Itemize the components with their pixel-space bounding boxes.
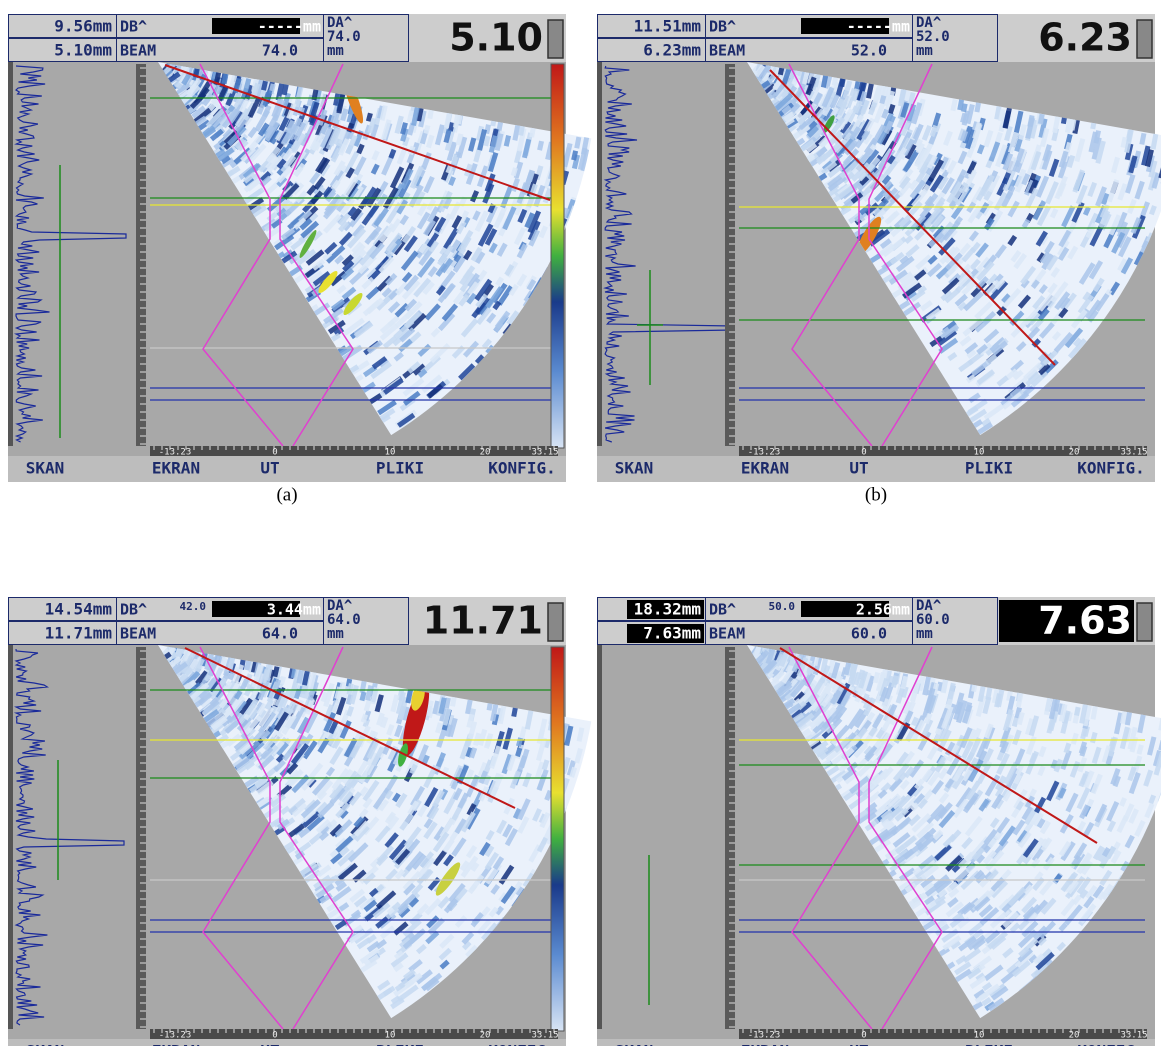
- readout-depth: 11.51mm: [634, 17, 702, 36]
- color-bar: [551, 64, 564, 448]
- echo-cell: [567, 805, 580, 827]
- db-label: DB^: [120, 18, 147, 36]
- beam-angle: 60.0: [851, 625, 887, 643]
- main-value: 5.10: [449, 16, 543, 60]
- da-unit: mm: [916, 626, 933, 642]
- color-bar: [551, 647, 564, 1031]
- screen-panel: 11.51mm6.23mmDB^-----mmBEAM52.0DA^52.0mm…: [597, 14, 1161, 505]
- echo-cell: [1156, 812, 1161, 825]
- db-label: DB^: [120, 601, 147, 619]
- menu-bar: [8, 1039, 566, 1046]
- left-edge: [8, 62, 13, 446]
- battery-icon: [548, 603, 563, 641]
- screen-panel: 9.56mm5.10mmDB^-----mmBEAM74.0DA^74.0mm5…: [8, 14, 591, 505]
- menu-item[interactable]: UT: [260, 459, 279, 478]
- menu-item[interactable]: UT: [260, 1042, 279, 1046]
- depth-ruler: [725, 647, 735, 1029]
- beam-angle: 74.0: [262, 42, 298, 60]
- gate-width: 3.44mm: [267, 601, 321, 619]
- readout-depth: 18.32mm: [634, 600, 702, 619]
- menu-item[interactable]: EKRAN: [152, 1042, 200, 1046]
- menu-item[interactable]: PLIKI: [376, 1042, 424, 1046]
- beam-angle: 52.0: [851, 42, 887, 60]
- gate-level: 42.0: [180, 600, 207, 613]
- depth-ruler: [725, 64, 735, 446]
- menu-item[interactable]: KONFIG.: [1077, 459, 1144, 478]
- menu-bar: [597, 456, 1155, 482]
- left-edge: [597, 62, 602, 446]
- main-value: 7.63: [1038, 599, 1132, 643]
- depth-ruler: [136, 64, 146, 446]
- readout-depth: 9.56mm: [54, 17, 112, 36]
- menu-item[interactable]: KONFIG.: [488, 1042, 555, 1046]
- echo-cell: [581, 773, 590, 787]
- readout-depth: 6.23mm: [643, 41, 701, 60]
- menu-item[interactable]: KONFIG.: [488, 459, 555, 478]
- menu-item[interactable]: SKAN: [615, 1042, 654, 1046]
- beam-label: BEAM: [120, 42, 156, 60]
- battery-icon: [548, 20, 563, 58]
- screen-panel: 14.54mm11.71mmDB^42.03.44mmBEAM64.0DA^64…: [8, 597, 601, 1046]
- main-value: 11.71: [423, 599, 543, 643]
- menu-item[interactable]: PLIKI: [376, 459, 424, 478]
- menu-item[interactable]: PLIKI: [965, 459, 1013, 478]
- menu-bar: [597, 1039, 1155, 1046]
- menu-item[interactable]: UT: [849, 459, 868, 478]
- menu-item[interactable]: KONFIG.: [1077, 1042, 1144, 1046]
- depth-ruler: [136, 647, 146, 1029]
- db-label: DB^: [709, 18, 736, 36]
- beam-label: BEAM: [120, 625, 156, 643]
- menu-item[interactable]: PLIKI: [965, 1042, 1013, 1046]
- menu-item[interactable]: EKRAN: [741, 1042, 789, 1046]
- echo-cell: [576, 194, 586, 210]
- db-label: DB^: [709, 601, 736, 619]
- da-unit: mm: [916, 43, 933, 59]
- menu-item[interactable]: EKRAN: [741, 459, 789, 478]
- menu-item[interactable]: EKRAN: [152, 459, 200, 478]
- battery-icon: [1137, 603, 1152, 641]
- menu-item[interactable]: SKAN: [615, 459, 654, 478]
- beam-angle: 64.0: [262, 625, 298, 643]
- gate-width: -----mm: [258, 18, 321, 36]
- left-edge: [8, 645, 13, 1029]
- beam-label: BEAM: [709, 625, 745, 643]
- menu-bar: [8, 456, 566, 482]
- menu-item[interactable]: SKAN: [26, 1042, 65, 1046]
- menu-item[interactable]: UT: [849, 1042, 868, 1046]
- readout-depth: 11.71mm: [45, 624, 113, 643]
- battery-icon: [1137, 20, 1152, 58]
- panel-caption: (b): [865, 484, 887, 505]
- screen-panel: 18.32mm7.63mmDB^50.02.56mmBEAM60.0DA^60.…: [597, 597, 1161, 1046]
- gate-level: 50.0: [769, 600, 796, 613]
- beam-label: BEAM: [709, 42, 745, 60]
- readout-depth: 5.10mm: [54, 41, 112, 60]
- da-unit: mm: [327, 43, 344, 59]
- menu-item[interactable]: SKAN: [26, 459, 65, 478]
- left-edge: [597, 645, 602, 1029]
- gate-width: -----mm: [847, 18, 910, 36]
- da-unit: mm: [327, 626, 344, 642]
- readout-depth: 14.54mm: [45, 600, 113, 619]
- readout-depth: 7.63mm: [643, 624, 701, 643]
- panel-caption: (a): [276, 484, 297, 505]
- gate-width: 2.56mm: [856, 601, 910, 619]
- main-value: 6.23: [1038, 16, 1132, 60]
